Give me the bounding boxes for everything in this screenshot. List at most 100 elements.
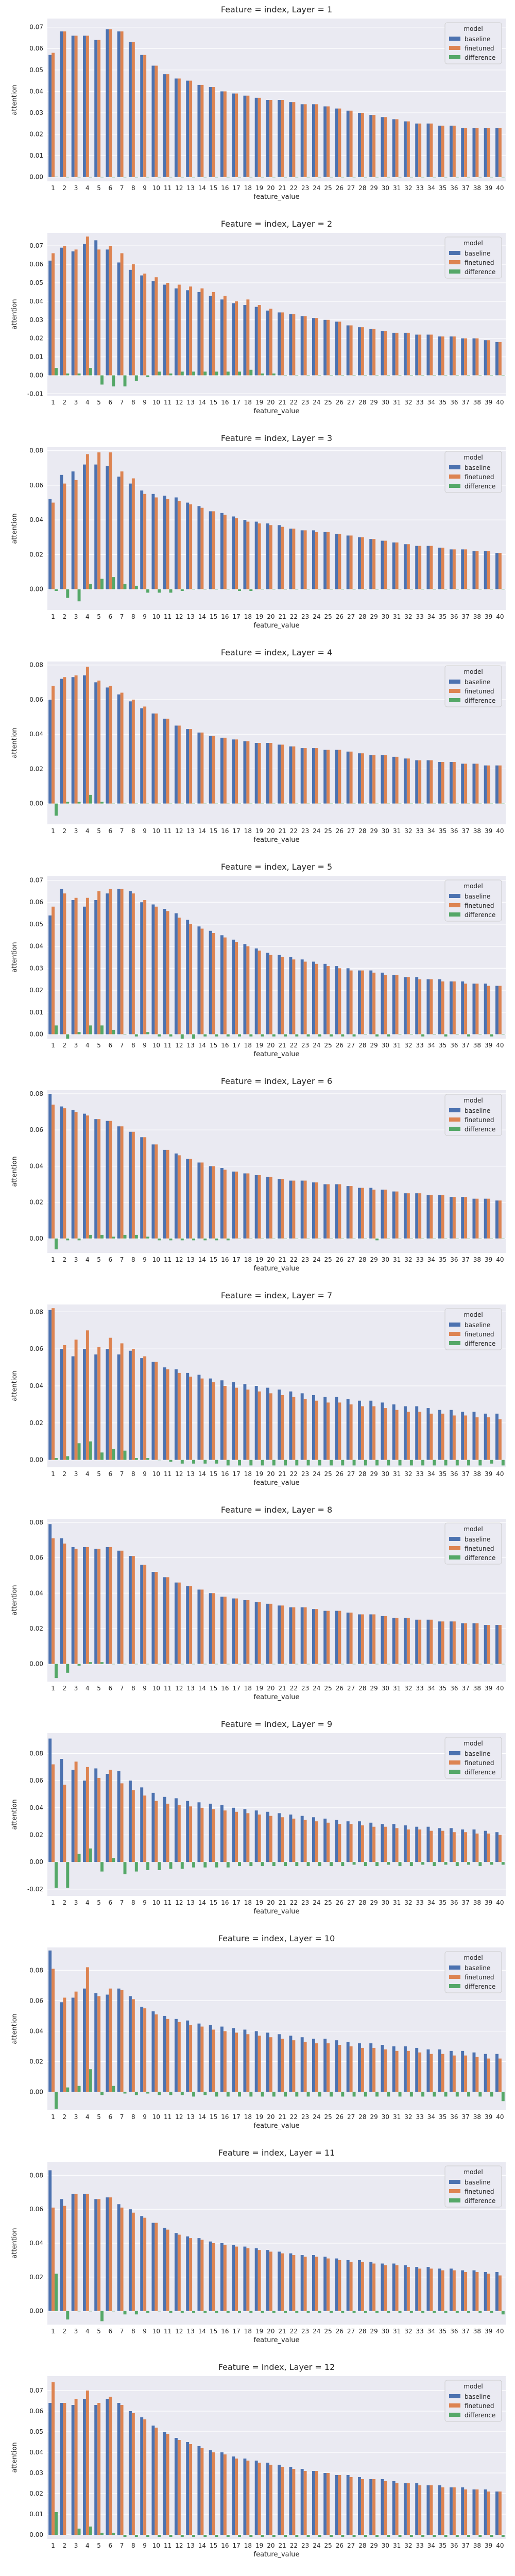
x-tick-label: 22 [290,613,298,620]
bar-difference [375,1460,379,1466]
bar-baseline [197,2023,201,2092]
bar-baseline [381,2045,384,2092]
bar-finetuned [360,537,364,589]
bar-baseline [106,1121,109,1239]
x-tick-label: 26 [336,1470,344,1478]
bar-baseline [151,494,155,589]
legend-label-finetuned: finetuned [465,1116,494,1124]
bar-difference [455,2311,459,2313]
x-tick-label: 2 [63,827,67,835]
bar-finetuned [52,1308,55,1460]
bar-difference [66,589,70,598]
bar-finetuned [384,117,387,177]
bar-baseline [335,1611,338,1664]
x-tick-label: 10 [152,1899,160,1906]
x-tick-label: 10 [152,184,160,192]
x-tick-label: 32 [404,1256,412,1263]
x-tick-label: 1 [51,2113,55,2121]
bar-finetuned [269,525,272,589]
bar-finetuned [430,1831,433,1862]
bar-baseline [438,761,441,804]
x-tick-label: 38 [473,399,481,406]
y-tick-label: 0.02 [29,2274,43,2281]
bar-baseline [106,1994,109,2092]
bar-finetuned [303,104,307,177]
bar-finetuned [464,1832,468,1862]
bar-finetuned [189,1586,193,1664]
bar-difference [261,177,264,178]
x-tick-label: 14 [198,399,206,406]
x-tick-label: 26 [336,1256,344,1263]
bar-baseline [392,542,396,589]
x-tick-label: 28 [358,1042,366,1049]
bar-finetuned [349,1186,353,1239]
bar-finetuned [327,966,330,1035]
x-tick-label: 5 [97,1685,101,1692]
bar-baseline [415,334,419,376]
x-tick-label: 9 [143,2113,147,2121]
bar-baseline [197,1375,201,1460]
bar-finetuned [281,1817,284,1862]
y-tick-label: 0.00 [29,586,43,593]
bar-finetuned [131,1790,135,1862]
x-tick-label: 23 [301,2542,309,2549]
bar-finetuned [418,760,422,804]
bar-difference [226,1460,230,1466]
bar-finetuned [406,544,410,589]
chart-title: Feature = index, Layer = 12 [218,2362,335,2372]
bar-difference [444,2311,448,2313]
chart-title: Feature = index, Layer = 9 [221,1719,332,1729]
bar-difference [272,1460,276,1466]
bar-finetuned [131,1131,135,1239]
bar-difference [226,1034,230,1037]
bar-difference [134,2311,138,2315]
x-tick-label: 27 [347,1899,355,1906]
bar-difference [478,2535,482,2537]
bar-finetuned [166,1803,169,1862]
x-tick-label: 4 [85,1042,90,1049]
x-tick-label: 26 [336,2328,344,2335]
legend-box [444,1951,502,1993]
x-tick-label: 27 [347,184,355,192]
bar-finetuned [406,121,410,177]
bar-baseline [312,1609,315,1664]
y-axis-label: attention [11,727,19,758]
bar-baseline [186,920,190,1035]
bar-difference [272,177,276,178]
bar-difference [180,2092,184,2095]
bar-baseline [312,748,315,804]
x-tick-label: 21 [278,1470,286,1478]
x-tick-label: 4 [85,2328,90,2335]
x-tick-label: 13 [186,2328,194,2335]
bar-baseline [82,675,86,804]
x-tick-label: 22 [290,1042,298,1049]
bar-difference [433,2092,436,2097]
x-tick-label: 22 [290,2328,298,2335]
bar-difference [249,1460,253,1466]
bar-difference [192,589,196,590]
bar-difference [490,1664,493,1665]
bar-difference [192,2535,196,2537]
legend-swatch-finetuned [449,689,460,693]
bar-baseline [174,725,178,804]
bar-difference [467,1862,471,1865]
x-tick-label: 23 [301,399,309,406]
bar-baseline [438,547,441,589]
x-tick-label: 16 [221,2113,229,2121]
x-tick-label: 20 [267,1685,274,1692]
bar-finetuned [258,523,261,589]
x-tick-label: 17 [232,2328,240,2335]
bar-difference [215,1862,218,1868]
bar-baseline [392,1191,396,1239]
bar-finetuned [418,1412,422,1460]
bar-finetuned [235,1598,238,1664]
bar-finetuned [360,753,364,804]
x-tick-label: 21 [278,2328,286,2335]
bar-baseline [48,1738,52,1862]
bar-finetuned [303,1180,307,1239]
x-tick-label: 9 [143,2328,147,2335]
legend-box [444,2165,502,2208]
bar-finetuned [200,288,204,376]
x-tick-label: 9 [143,399,147,406]
bar-baseline [209,1593,212,1664]
